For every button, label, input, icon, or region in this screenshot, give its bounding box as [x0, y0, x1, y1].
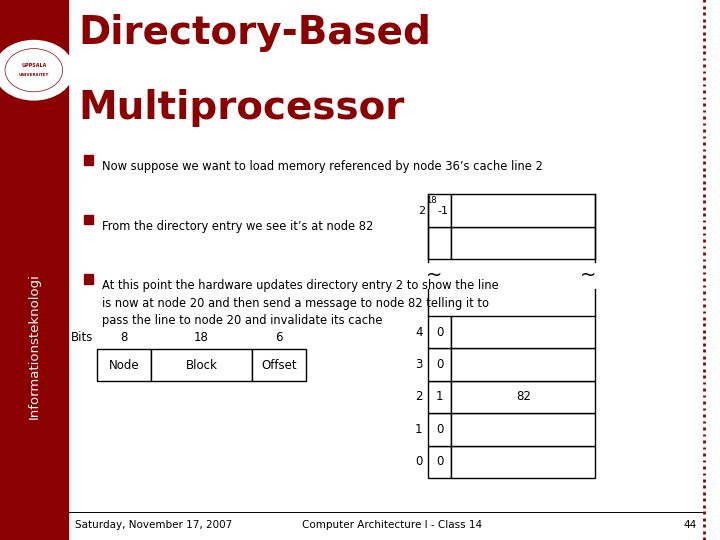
- Text: 4: 4: [415, 326, 423, 339]
- Text: Now suppose we want to load memory referenced by node 36’s cache line 2: Now suppose we want to load memory refer…: [102, 160, 543, 173]
- Bar: [84, 215, 93, 224]
- Text: 0: 0: [436, 423, 444, 436]
- Bar: [451, 316, 595, 348]
- Bar: [451, 194, 595, 227]
- Bar: [0, 0, 68, 540]
- Text: ~: ~: [580, 266, 596, 285]
- Text: Directory-Based: Directory-Based: [78, 14, 431, 51]
- Text: Node: Node: [109, 359, 140, 372]
- Bar: [428, 446, 451, 478]
- Text: Offset: Offset: [261, 359, 297, 372]
- Bar: [451, 446, 595, 478]
- Bar: [252, 349, 306, 381]
- Text: 0: 0: [436, 326, 444, 339]
- Text: UPPSALA: UPPSALA: [21, 63, 47, 69]
- Text: 8: 8: [120, 331, 128, 344]
- Bar: [428, 316, 451, 348]
- Text: 2: 2: [415, 390, 423, 403]
- Text: ~: ~: [426, 266, 442, 285]
- Bar: [428, 348, 451, 381]
- Text: Block: Block: [186, 359, 217, 372]
- Text: Bits: Bits: [71, 331, 94, 344]
- Text: Computer Architecture I - Class 14: Computer Architecture I - Class 14: [302, 521, 482, 530]
- Bar: [428, 381, 451, 413]
- Bar: [151, 349, 252, 381]
- Bar: [84, 274, 93, 284]
- Text: 1: 1: [415, 423, 423, 436]
- Text: Multiprocessor: Multiprocessor: [78, 89, 405, 127]
- Circle shape: [5, 49, 63, 92]
- Text: 82: 82: [516, 390, 531, 403]
- Text: 6: 6: [275, 331, 283, 344]
- Text: At this point the hardware updates directory entry 2 to show the line
is now at : At this point the hardware updates direc…: [102, 279, 499, 327]
- Text: Saturday, November 17, 2007: Saturday, November 17, 2007: [75, 521, 232, 530]
- Circle shape: [0, 40, 73, 100]
- Text: 0: 0: [436, 455, 444, 468]
- Text: Informationsteknologi: Informationsteknologi: [27, 273, 40, 418]
- Text: 18: 18: [426, 197, 437, 205]
- Text: 0: 0: [436, 358, 444, 371]
- Text: 0: 0: [415, 455, 423, 468]
- Text: 2: 2: [418, 206, 425, 215]
- Text: 44: 44: [684, 521, 697, 530]
- Bar: [451, 227, 595, 259]
- Bar: [451, 413, 595, 446]
- Bar: [84, 156, 93, 165]
- Text: UNIVERSITET: UNIVERSITET: [19, 72, 49, 77]
- Bar: [428, 227, 451, 259]
- Text: 18: 18: [194, 331, 209, 344]
- Text: From the directory entry we see it’s at node 82: From the directory entry we see it’s at …: [102, 220, 374, 233]
- Bar: [428, 413, 451, 446]
- Text: -1: -1: [438, 206, 449, 215]
- Bar: [428, 194, 451, 227]
- Bar: [451, 381, 595, 413]
- Bar: [97, 349, 151, 381]
- Text: 3: 3: [415, 358, 423, 371]
- Text: 1: 1: [436, 390, 444, 403]
- Bar: [451, 348, 595, 381]
